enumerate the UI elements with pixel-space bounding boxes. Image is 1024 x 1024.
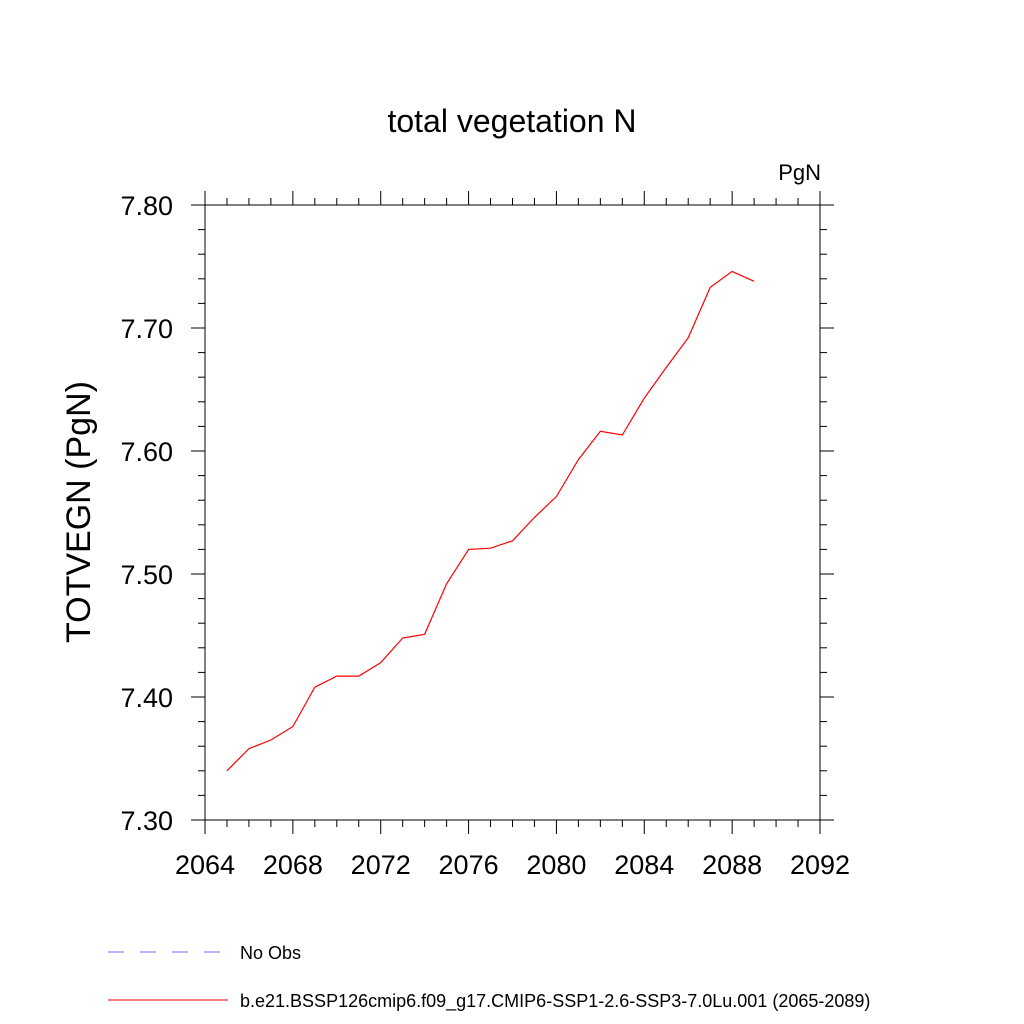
y-tick-labels: 7.30 7.40 7.50 7.60 7.70 7.80 [120,191,173,836]
x-tick-labels: 2064 2068 2072 2076 2080 2084 2088 2092 [175,850,850,880]
chart-title: total vegetation N [387,103,636,139]
x-tick-label: 2084 [614,850,674,880]
x-tick-label: 2076 [439,850,499,880]
x-tick-label: 2072 [351,850,411,880]
x-tick-label: 2068 [263,850,323,880]
axis-ticks [191,191,834,834]
x-tick-label: 2080 [526,850,586,880]
legend-label: No Obs [240,943,301,963]
legend: No Obs b.e21.BSSP126cmip6.f09_g17.CMIP6-S… [108,943,870,1012]
y-tick-label: 7.30 [120,806,173,836]
y-tick-label: 7.40 [120,683,173,713]
y-tick-label: 7.70 [120,314,173,344]
series-line [226,270,755,772]
y-axis-label: TOTVEGN (PgN) [60,381,98,643]
y-tick-label: 7.50 [120,560,173,590]
y-tick-label: 7.80 [120,191,173,221]
x-tick-label: 2092 [790,850,850,880]
series-lines [226,270,755,772]
plot-frame [204,204,821,821]
x-tick-label: 2064 [175,850,235,880]
y-tick-label: 7.60 [120,437,173,467]
legend-label: b.e21.BSSP126cmip6.f09_g17.CMIP6-SSP1-2.… [240,991,870,1012]
units-label: PgN [778,160,821,185]
x-tick-label: 2088 [702,850,762,880]
